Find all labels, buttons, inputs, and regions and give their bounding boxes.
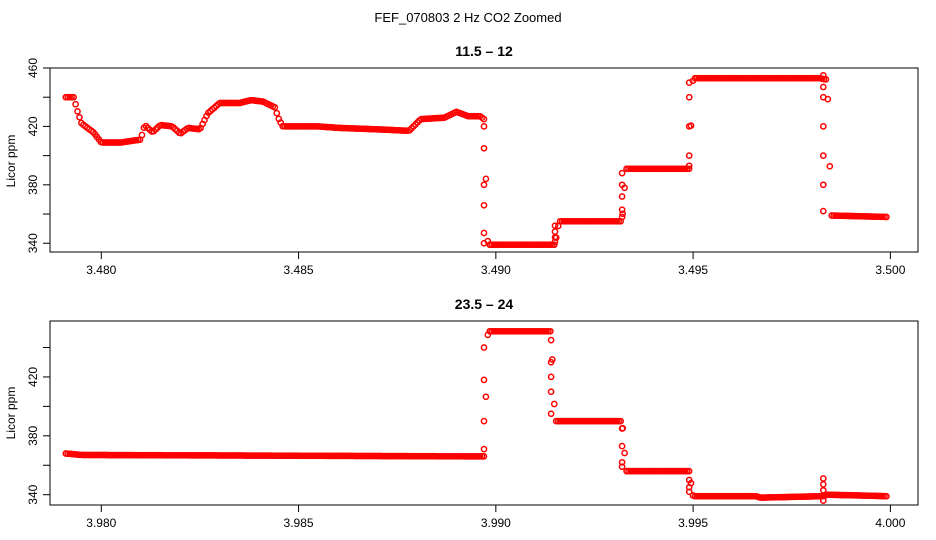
data-point [72, 100, 79, 108]
data-point [819, 152, 827, 159]
data-point [480, 417, 488, 425]
data-point [618, 425, 626, 432]
y-tick-label: 420 [26, 116, 40, 136]
panel-title-top: 11.5 – 12 [455, 43, 513, 59]
data-point [819, 93, 827, 101]
y-tick-label: 340 [26, 484, 40, 504]
data-point [550, 400, 558, 408]
x-tick-label: 3.485 [284, 263, 314, 277]
data-point [685, 79, 693, 86]
data-point [482, 393, 490, 401]
data-point [480, 453, 488, 460]
data-point [685, 467, 693, 475]
data-point [74, 108, 81, 115]
data-point [138, 131, 146, 139]
data-point [685, 488, 693, 496]
plot-frame-bottom [49, 320, 919, 506]
data-point [547, 327, 554, 335]
data-point [547, 388, 555, 396]
x-tick-label: 3.990 [481, 516, 511, 530]
y-tick-label: 340 [26, 233, 40, 253]
x-tick-label: 3.500 [875, 263, 905, 277]
data-point [617, 417, 625, 425]
data-point [550, 241, 558, 249]
data-point [819, 207, 827, 215]
data-point [618, 458, 626, 466]
data-point [547, 358, 555, 366]
x-tick-label: 3.995 [678, 516, 708, 530]
data-point [547, 373, 555, 381]
data-point [480, 201, 488, 209]
data-point [480, 144, 488, 152]
data-point [480, 239, 488, 247]
data-point [547, 410, 555, 418]
data-point [480, 181, 488, 189]
data-point [685, 165, 693, 173]
data-point [618, 169, 626, 177]
data-point [551, 222, 559, 230]
data-point [618, 206, 626, 214]
data-point [685, 152, 693, 159]
data-point [618, 193, 626, 200]
data-point [76, 113, 83, 121]
data-point [480, 344, 488, 351]
data-point [480, 115, 488, 123]
data-point [551, 238, 559, 246]
plot-panel-top: 11.5 – 12 Licor ppm 3.480 3.485 3.490 3.495… [4, 43, 919, 277]
data-points-bottom [62, 327, 890, 504]
data-point [883, 492, 890, 500]
data-point [819, 83, 827, 91]
data-point [547, 336, 555, 344]
data-points-top [62, 71, 890, 249]
plot-frame-top [49, 67, 919, 253]
y-tick-label: 380 [26, 174, 40, 194]
data-point [480, 123, 488, 130]
axis-ticks-bottom: 3.980 3.985 3.990 3.995 4.000 340 380 420 [26, 346, 906, 530]
data-point [621, 449, 628, 457]
x-tick-label: 3.980 [86, 516, 116, 530]
data-point [70, 93, 77, 101]
x-tick-label: 3.985 [284, 516, 314, 530]
y-tick-label: 420 [26, 367, 40, 387]
data-point [819, 181, 827, 189]
data-point [618, 213, 626, 221]
data-point [480, 229, 488, 237]
axis-ticks-top: 3.480 3.485 3.490 3.495 3.500 340 380 420 460 [26, 58, 906, 277]
y-tick-label: 380 [26, 425, 40, 445]
x-tick-label: 4.000 [875, 516, 905, 530]
data-point [819, 123, 827, 130]
data-point [619, 210, 627, 218]
data-point [819, 71, 827, 79]
data-point [618, 442, 626, 450]
data-point [826, 162, 834, 170]
x-tick-label: 3.480 [86, 263, 116, 277]
data-point [618, 463, 626, 471]
data-point [482, 175, 490, 183]
data-point [685, 476, 693, 484]
data-point [271, 104, 279, 111]
data-point [685, 162, 693, 170]
data-point [819, 486, 827, 494]
data-point [685, 123, 693, 130]
figure-title: FEF_070803 2 Hz CO2 Zoomed [374, 10, 561, 25]
y-axis-label-top: Licor ppm [4, 135, 18, 188]
panel-title-bottom: 23.5 – 24 [455, 296, 514, 312]
data-point [618, 181, 626, 189]
data-point [273, 109, 281, 117]
data-point [819, 497, 827, 504]
y-axis-label-bottom: Licor ppm [4, 387, 18, 440]
plot-panel-bottom: 23.5 – 24 Licor ppm 3.980 3.985 3.990 3.995… [4, 296, 919, 530]
data-point [685, 93, 693, 101]
x-tick-label: 3.490 [481, 263, 511, 277]
x-tick-label: 3.495 [678, 263, 708, 277]
data-point [480, 445, 488, 453]
y-tick-label: 460 [26, 58, 40, 78]
data-point [883, 213, 890, 221]
data-point [480, 376, 488, 384]
